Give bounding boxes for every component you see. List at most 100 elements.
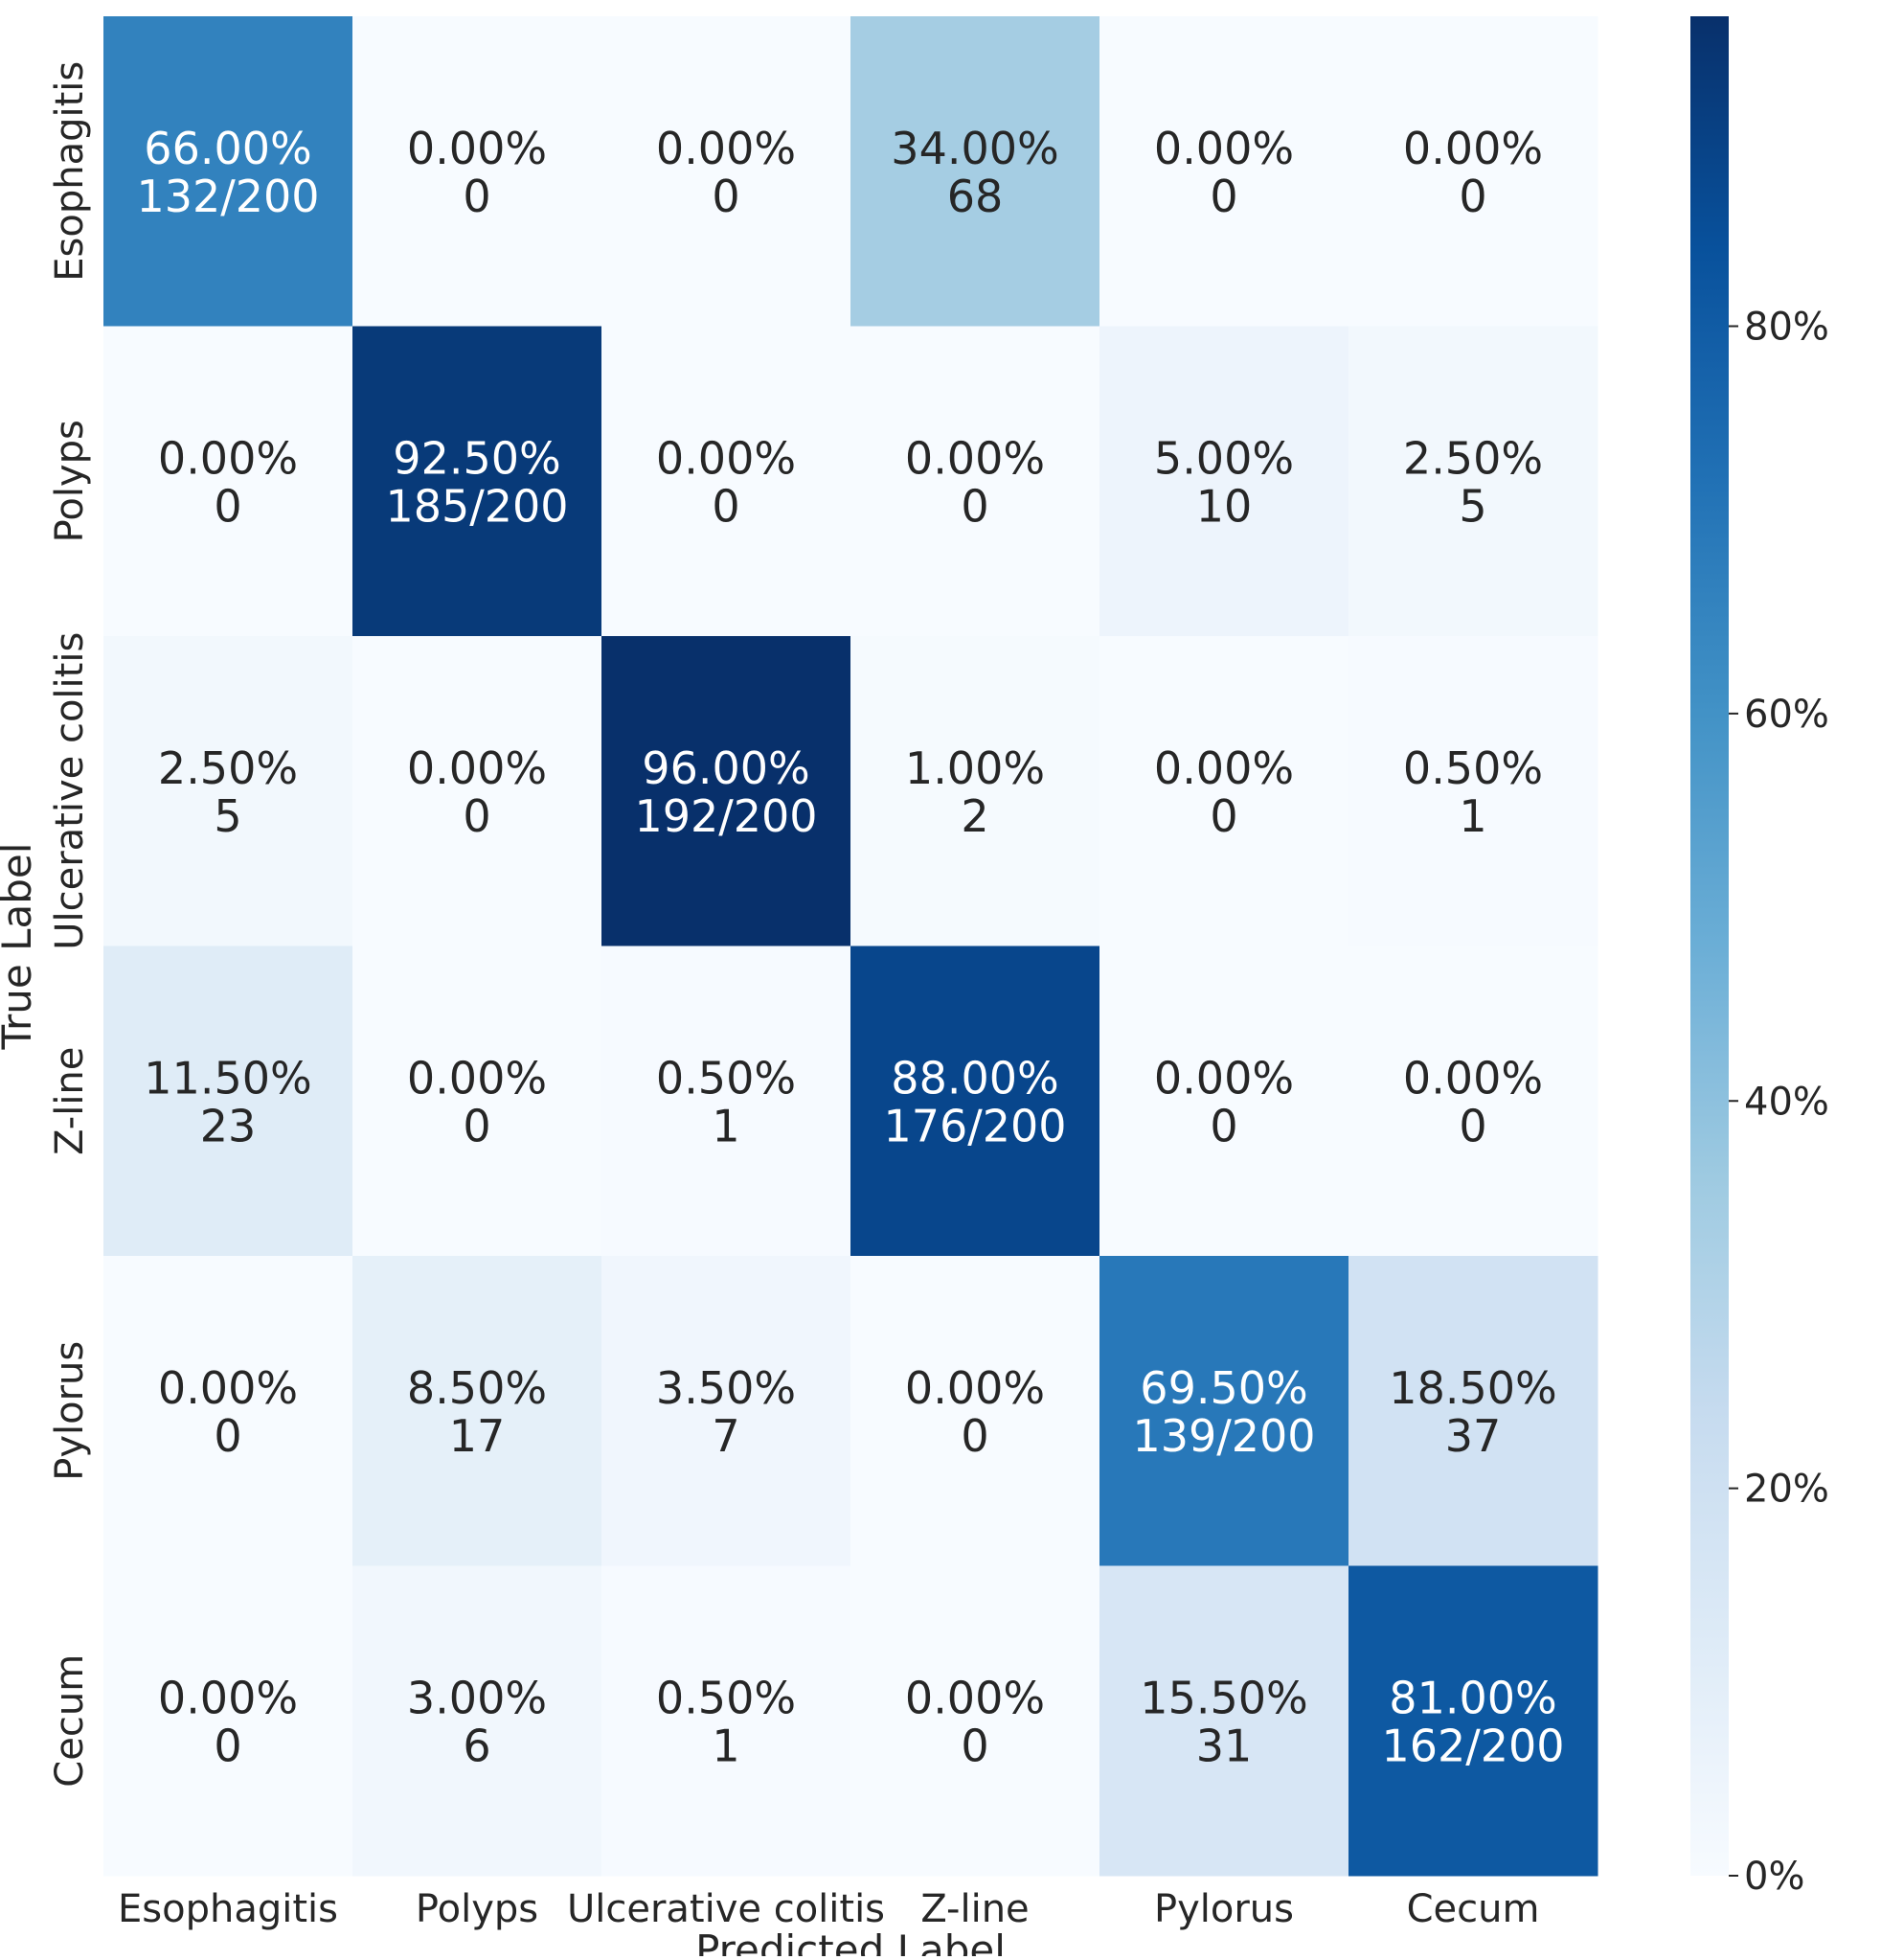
y-tick-label: Z-line	[48, 1047, 92, 1155]
x-axis-label: Predicted Label	[695, 1926, 1006, 1956]
cell-count-label: 0	[463, 1100, 490, 1151]
y-axis-tick-labels: Esophagitis Polyps Ulcerative colitis Z-lin…	[48, 61, 92, 1788]
heatmap-cell-2-3	[601, 326, 851, 637]
cell-count-label: 192/200	[634, 790, 817, 842]
colorbar-tick-label: 20%	[1744, 1468, 1829, 1512]
heatmap-cell-1-4	[850, 16, 1100, 327]
cell-count-label: 0	[961, 1410, 988, 1462]
cell-count-label: 10	[1196, 480, 1253, 532]
cell-percent-label: 2.50%	[1403, 432, 1543, 484]
y-tick-label: Polyps	[48, 420, 92, 542]
heatmap-cell-1-6	[1348, 16, 1598, 327]
heatmap-cell-4-2	[352, 946, 602, 1257]
cell-percent-label: 0.00%	[158, 1362, 298, 1414]
colorbar	[1690, 16, 1729, 1876]
cell-count-label: 0	[214, 1720, 241, 1771]
cell-percent-label: 0.00%	[1154, 1052, 1294, 1104]
cell-count-label: 139/200	[1132, 1410, 1315, 1462]
cell-count-label: 17	[449, 1410, 506, 1462]
heatmap-cell-2-2	[352, 326, 602, 637]
cell-percent-label: 3.00%	[407, 1672, 547, 1723]
cell-count-label: 0	[214, 480, 241, 532]
heatmap-cell-3-1	[103, 636, 353, 946]
cell-percent-label: 92.50%	[393, 432, 560, 484]
heatmap-cell-1-1	[103, 16, 353, 327]
cell-count-label: 0	[961, 1720, 988, 1771]
cell-count-label: 2	[961, 790, 988, 842]
heatmap-cell-6-5	[1099, 1565, 1349, 1877]
cell-count-label: 1	[712, 1100, 739, 1151]
cell-count-label: 6	[463, 1720, 490, 1771]
heatmap-cell-5-2	[352, 1256, 602, 1566]
cell-percent-label: 18.50%	[1389, 1362, 1556, 1414]
cell-percent-label: 0.00%	[407, 1052, 547, 1104]
cell-percent-label: 0.00%	[656, 123, 796, 174]
cell-percent-label: 0.00%	[905, 1362, 1045, 1414]
cell-count-label: 162/200	[1381, 1720, 1564, 1771]
x-tick-label: Ulcerative colitis	[567, 1887, 885, 1931]
cell-percent-label: 0.50%	[656, 1672, 796, 1723]
colorbar-tick-label: 0%	[1744, 1855, 1804, 1899]
cell-count-label: 132/200	[136, 171, 319, 222]
heatmap-cell-5-1	[103, 1256, 353, 1566]
cell-percent-label: 0.00%	[407, 742, 547, 794]
heatmap-cell-3-2	[352, 636, 602, 946]
heatmap-cell-1-3	[601, 16, 851, 327]
colorbar-ticks: 0% 20% 40% 60% 80%	[1729, 306, 1829, 1899]
cell-percent-label: 96.00%	[642, 742, 809, 794]
cell-count-label: 7	[712, 1410, 739, 1462]
x-tick-label: Cecum	[1407, 1887, 1540, 1931]
heatmap-cell-3-6	[1348, 636, 1598, 946]
heatmap-cell-4-1	[103, 946, 353, 1257]
cell-count-label: 176/200	[883, 1100, 1066, 1151]
heatmap-cell-4-4	[850, 946, 1100, 1257]
heatmap-cell-6-1	[103, 1565, 353, 1877]
cell-percent-label: 1.00%	[905, 742, 1045, 794]
y-tick-label: Cecum	[48, 1654, 92, 1788]
heatmap-cell-3-3	[601, 636, 851, 946]
heatmap-cell-3-5	[1099, 636, 1349, 946]
cell-percent-label: 8.50%	[407, 1362, 547, 1414]
heatmap-cell-2-4	[850, 326, 1100, 637]
x-axis-tick-labels: Esophagitis Polyps Ulcerative colitis Z-lin…	[118, 1887, 1539, 1931]
heatmap-cell-1-2	[352, 16, 602, 327]
heatmap-cell-2-5	[1099, 326, 1349, 637]
cell-percent-label: 0.00%	[1154, 123, 1294, 174]
heatmap-cell-4-5	[1099, 946, 1349, 1257]
cell-count-label: 0	[712, 171, 739, 222]
heatmap-cell-4-6	[1348, 946, 1598, 1257]
cell-count-label: 5	[214, 790, 241, 842]
cell-count-label: 185/200	[385, 480, 568, 532]
cell-count-label: 0	[1459, 171, 1486, 222]
cell-count-label: 0	[463, 790, 490, 842]
cell-percent-label: 5.00%	[1154, 432, 1294, 484]
cell-percent-label: 3.50%	[656, 1362, 796, 1414]
y-tick-label: Esophagitis	[48, 61, 92, 282]
cell-percent-label: 69.50%	[1140, 1362, 1307, 1414]
cell-percent-label: 0.00%	[905, 432, 1045, 484]
cell-count-label: 0	[712, 480, 739, 532]
cell-percent-label: 66.00%	[144, 123, 311, 174]
heatmap-cell-labels: 66.00%132/2000.00%00.00%034.00%680.00%00…	[136, 123, 1564, 1772]
cell-count-label: 23	[200, 1100, 257, 1151]
x-tick-label: Z-line	[920, 1887, 1029, 1931]
cell-count-label: 0	[961, 480, 988, 532]
heatmap-cell-5-6	[1348, 1256, 1598, 1566]
cell-count-label: 0	[1210, 1100, 1237, 1151]
cell-percent-label: 15.50%	[1140, 1672, 1307, 1723]
cell-count-label: 5	[1459, 480, 1486, 532]
heatmap-cell-4-3	[601, 946, 851, 1257]
heatmap-cell-5-4	[850, 1256, 1100, 1566]
cell-percent-label: 0.00%	[158, 432, 298, 484]
cell-count-label: 37	[1445, 1410, 1502, 1462]
x-tick-label: Esophagitis	[118, 1887, 338, 1931]
cell-percent-label: 0.00%	[1403, 1052, 1543, 1104]
heatmap-cell-2-1	[103, 326, 353, 637]
cell-count-label: 0	[463, 171, 490, 222]
cell-percent-label: 11.50%	[144, 1052, 311, 1104]
cell-percent-label: 34.00%	[891, 123, 1058, 174]
heatmap-cell-6-4	[850, 1565, 1100, 1877]
heatmap-cell-6-6	[1348, 1565, 1598, 1877]
cell-percent-label: 0.00%	[905, 1672, 1045, 1723]
